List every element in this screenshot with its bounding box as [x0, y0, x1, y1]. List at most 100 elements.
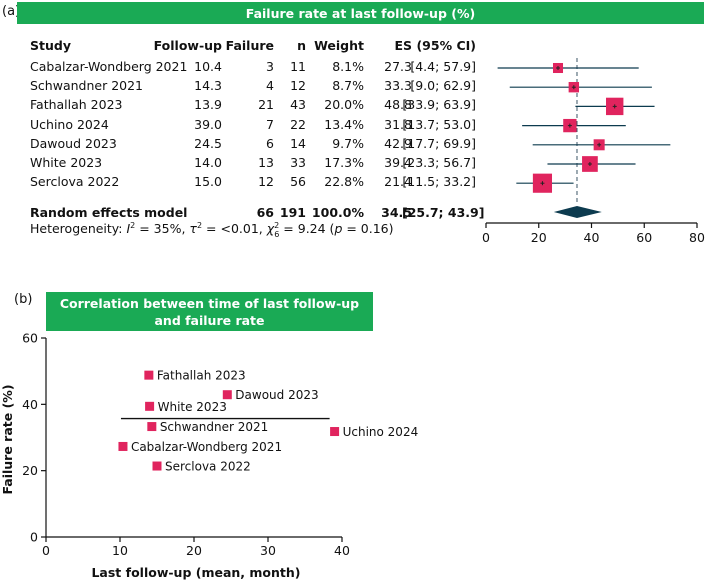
row-1-es: 33.3: [384, 78, 412, 94]
forest-tick-label-80: 80: [689, 230, 705, 245]
summary-failure: 66: [256, 205, 274, 220]
scatter-point-label-3: Schwandner 2021: [160, 420, 269, 434]
row-2-followup: 13.9: [194, 97, 222, 113]
row-6-study: Serclova 2022: [30, 174, 120, 190]
summary-diamond: [553, 206, 602, 218]
row-1-ci: [9.0; 62.9]: [410, 78, 476, 94]
row-1-weight: 8.7%: [332, 78, 364, 94]
header-weight: Weight: [314, 38, 364, 53]
summary-weight: 100.0%: [311, 205, 364, 220]
scatter-point-label-6: Serclova 2022: [165, 460, 251, 474]
row-4-es: 42.9: [384, 135, 412, 151]
scatter-xtick-label-20: 20: [186, 543, 202, 558]
scatter-ytick-label-40: 40: [22, 397, 38, 412]
row-5-weight: 17.3%: [324, 155, 364, 170]
row-5-followup: 14.0: [194, 155, 222, 170]
scatter-xtick-label-30: 30: [260, 543, 276, 558]
scatter-banner: Correlation between time of last follow-…: [46, 292, 373, 331]
header-n: n: [297, 38, 306, 53]
row-2-n: 43: [290, 97, 306, 113]
row-1-study: Schwandner 2021: [30, 78, 144, 94]
forest-tick-label-60: 60: [636, 230, 652, 245]
summary-es: 34.5: [381, 205, 412, 220]
row-1-failure: 4: [266, 78, 274, 94]
row-0-es: 27.3: [384, 59, 412, 74]
row-3-weight: 13.4%: [324, 116, 364, 132]
scatter-ytick-label-0: 0: [30, 530, 38, 545]
forest-tick-label-20: 20: [531, 230, 547, 245]
scatter-xtick-label-40: 40: [334, 543, 350, 558]
scatter-xtick-label-10: 10: [112, 543, 128, 558]
row-3-failure: 7: [266, 116, 274, 132]
summary-n: 191: [279, 205, 306, 220]
row-1-n: 12: [290, 78, 306, 94]
row-5-ci: [23.3; 56.7]: [402, 155, 476, 170]
summary-ci: [25.7; 43.9]: [402, 205, 485, 220]
header-es: ES: [394, 38, 412, 53]
row-5-study: White 2023: [30, 155, 103, 170]
row-3-study: Uchino 2024: [30, 116, 109, 132]
forest-tick-label-40: 40: [584, 230, 600, 245]
row-6-n: 56: [290, 174, 306, 190]
scatter-point-4: [330, 427, 340, 437]
row-3-n: 22: [290, 116, 306, 132]
scatter-point-6: [152, 461, 162, 471]
row-0-study: Cabalzar-Wondberg 2021: [30, 59, 188, 74]
scatter-x-label: Last follow-up (mean, month): [91, 565, 300, 580]
header-study: Study: [30, 38, 71, 53]
header-ci: (95% CI): [416, 38, 476, 53]
scatter-xtick-label-0: 0: [42, 543, 50, 558]
heterogeneity-text: Heterogeneity: I2 = 35%, τ2 = <0.01, χ26…: [30, 221, 394, 239]
row-4-ci: [17.7; 69.9]: [402, 135, 476, 151]
row-4-followup: 24.5: [194, 135, 222, 151]
row-0-n: 11: [290, 59, 306, 74]
scatter-point-label-1: Dawoud 2023: [235, 388, 318, 402]
row-4-weight: 9.7%: [332, 135, 364, 151]
scatter-point-2: [145, 401, 155, 411]
row-2-study: Fathallah 2023: [30, 97, 123, 113]
scatter-point-label-4: Uchino 2024: [343, 425, 419, 439]
row-4-n: 14: [290, 135, 306, 151]
row-2-ci: [33.9; 63.9]: [402, 97, 476, 113]
scatter-ytick-label-60: 60: [22, 331, 38, 346]
forest-table: Study Follow-up Failure n Weight ES (95%…: [0, 0, 709, 260]
row-6-followup: 15.0: [194, 174, 222, 190]
row-0-failure: 3: [266, 59, 274, 74]
row-1-followup: 14.3: [194, 78, 222, 94]
scatter-point-label-2: White 2023: [158, 400, 227, 414]
row-6-es: 21.4: [384, 174, 412, 190]
row-3-followup: 39.0: [194, 116, 222, 132]
panel-b-label: (b): [14, 292, 33, 307]
row-6-weight: 22.8%: [324, 174, 364, 190]
scatter-title-line2: and failure rate: [154, 312, 265, 328]
row-2-es: 48.8: [384, 97, 412, 113]
scatter-y-label: Failure rate (%): [0, 384, 15, 494]
row-4-failure: 6: [266, 135, 274, 151]
row-4-study: Dawoud 2023: [30, 135, 117, 151]
scatter-point-1: [222, 390, 232, 400]
row-5-failure: 13: [258, 155, 274, 170]
scatter-title-line1: Correlation between time of last follow-…: [59, 295, 360, 311]
panel-a-label: (a): [2, 4, 21, 19]
row-2-weight: 20.0%: [324, 97, 364, 113]
scatter-point-3: [147, 422, 157, 432]
scatter-point-0: [144, 370, 154, 380]
header-failure: Failure: [225, 38, 274, 53]
row-0-followup: 10.4: [194, 59, 222, 74]
header-followup: Follow-up: [153, 38, 222, 53]
row-6-failure: 12: [258, 174, 274, 190]
forest-banner: Failure rate at last follow-up (%): [17, 2, 704, 24]
row-3-ci: [13.7; 53.0]: [402, 116, 476, 132]
scatter-point-label-5: Cabalzar-Wondberg 2021: [131, 440, 282, 454]
scatter-point-label-0: Fathallah 2023: [157, 369, 246, 383]
row-0-weight: 8.1%: [332, 59, 364, 74]
row-2-failure: 21: [258, 97, 274, 113]
row-6-ci: [11.5; 33.2]: [402, 174, 476, 190]
row-3-es: 31.8: [384, 116, 412, 132]
row-0-ci: [4.4; 57.9]: [410, 59, 476, 74]
row-5-es: 39.4: [384, 155, 412, 170]
scatter-ytick-label-20: 20: [22, 463, 38, 478]
summary-study: Random effects model: [30, 205, 188, 220]
